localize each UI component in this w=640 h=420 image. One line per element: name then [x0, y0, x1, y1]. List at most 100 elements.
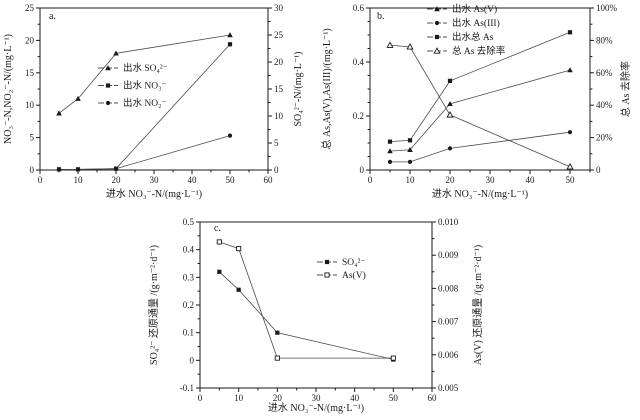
legend-label: 出水 NO₂⁻: [123, 97, 166, 109]
series-b-2: [387, 30, 573, 144]
svg-text:0: 0: [30, 165, 35, 175]
y-right-axis-title: SO₄²⁻-N/(mg·L⁻¹): [293, 51, 304, 126]
svg-text:0.4: 0.4: [353, 57, 365, 67]
panel-b-chart: 0 10 20 30 40 50 进水 NO₃⁻-N/(mg·L⁻¹) 0 0.2 0.4 0.6 总…: [320, 3, 632, 200]
svg-text:0: 0: [190, 355, 195, 365]
series-a-0: [56, 32, 233, 116]
svg-text:5: 5: [30, 133, 35, 143]
svg-text:20: 20: [274, 57, 284, 67]
svg-text:0.008: 0.008: [438, 283, 459, 293]
svg-text:50: 50: [226, 175, 236, 185]
y-left-axis-title: 总 As,As(V),As(III)/(mg·L⁻¹): [320, 28, 333, 149]
svg-text:0.1: 0.1: [183, 328, 194, 338]
svg-text:15: 15: [25, 68, 35, 78]
y-right-axis-title: As(V) 还原通量 /(g·m⁻²·d⁻¹): [472, 245, 484, 365]
svg-text:0.006: 0.006: [438, 350, 459, 360]
svg-text:20: 20: [446, 175, 456, 185]
svg-text:0: 0: [198, 393, 203, 403]
svg-text:40: 40: [526, 175, 536, 185]
y-left-axis: 0 5 10 15 20 25 NO₃⁻-N,NO₂⁻-N/(mg·L⁻¹): [3, 3, 40, 175]
svg-text:40: 40: [188, 175, 198, 185]
svg-text:20%: 20%: [596, 133, 613, 143]
y-right-axis: 0 20% 40% 60% 80% 100% 总 As 去除率: [590, 3, 632, 175]
svg-text:0.6: 0.6: [353, 3, 365, 13]
svg-text:20: 20: [273, 393, 283, 403]
x-axis-title: 进水 NO₃⁻-N/(mg·L⁻¹): [268, 402, 364, 414]
legend: 出水 SO₄²⁻ 出水 NO₃⁻ 出水 NO₂⁻: [98, 62, 168, 109]
svg-text:5: 5: [274, 138, 279, 148]
y-right-axis: 0 5 10 15 20 25 30 SO₄²⁻-N/(mg·L⁻¹): [268, 3, 304, 175]
panel-label: b.: [377, 11, 385, 22]
x-axis: 0 10 20 30 40 50 进水 NO₃⁻-N/(mg·L⁻¹): [368, 170, 591, 200]
svg-text:50: 50: [389, 393, 399, 403]
x-axis: 0 10 20 30 40 50 60 进水 NO₃⁻-N/(mg·L⁻¹): [198, 388, 437, 414]
x-axis-title: 进水 NO₃⁻-N/(mg·L⁻¹): [432, 188, 528, 200]
legend-label: 出水 SO₄²⁻: [123, 62, 168, 74]
y-left-axis-title: SO₄²⁻ 还原通量 /(g·m⁻²·d⁻¹): [148, 245, 160, 365]
svg-text:10: 10: [74, 175, 84, 185]
svg-text:10: 10: [274, 111, 284, 121]
legend-label: 出水总 As: [452, 31, 494, 43]
panel-label: a.: [49, 11, 56, 22]
svg-text:0.5: 0.5: [183, 217, 195, 227]
svg-text:100%: 100%: [596, 3, 618, 13]
x-axis: 0 10 20 30 40 50 60 进水 NO₃⁻-N/(mg·L⁻¹): [38, 170, 273, 200]
legend-label: 总 As 去除率: [452, 45, 506, 57]
panel-c-chart: 0 10 20 30 40 50 60 进水 NO₃⁻-N/(mg·L⁻¹) -0.1 0 0.1 0…: [148, 217, 484, 414]
series-a-2: [56, 133, 233, 172]
y-right-axis: 0.005 0.006 0.007 0.008 0.009 0.010 As(V) 还原通量…: [432, 217, 484, 393]
svg-text:20: 20: [112, 175, 122, 185]
legend: SO₄²⁻ As(V): [317, 258, 366, 281]
y-left-axis-title: NO₃⁻-N,NO₂⁻-N/(mg·L⁻¹): [3, 34, 14, 144]
svg-text:0: 0: [38, 175, 43, 185]
legend-label: 出水 As(III): [452, 17, 500, 29]
svg-text:0.007: 0.007: [438, 317, 459, 327]
svg-text:20: 20: [25, 35, 35, 45]
svg-text:10: 10: [25, 100, 35, 110]
svg-text:80%: 80%: [596, 35, 613, 45]
series-b-1: [387, 130, 573, 164]
svg-text:0: 0: [360, 165, 365, 175]
svg-text:0.009: 0.009: [438, 250, 459, 260]
svg-text:0.010: 0.010: [438, 217, 459, 227]
legend-label: 出水 As(V): [452, 3, 497, 15]
legend: 出水 As(V) 出水 As(III) 出水总 As 总 As 去除率: [427, 3, 506, 57]
svg-text:50: 50: [566, 175, 576, 185]
svg-text:30: 30: [150, 175, 160, 185]
svg-text:10: 10: [406, 175, 416, 185]
svg-text:60: 60: [428, 393, 438, 403]
legend-label: SO₄²⁻: [342, 258, 365, 268]
svg-text:10: 10: [234, 393, 244, 403]
y-left-axis: -0.1 0 0.1 0.2 0.3 0.4 0.5 SO₄²⁻ 还原通量 /(g·m⁻²·d…: [148, 217, 200, 393]
svg-text:30: 30: [486, 175, 496, 185]
panel-label: c.: [214, 223, 221, 234]
svg-text:0: 0: [274, 165, 279, 175]
svg-text:0.4: 0.4: [183, 245, 195, 255]
svg-text:30: 30: [274, 3, 284, 13]
svg-text:0.3: 0.3: [183, 272, 195, 282]
series-c-1: [216, 239, 396, 361]
svg-text:60%: 60%: [596, 68, 613, 78]
series-b-3: [386, 41, 574, 170]
svg-text:0.2: 0.2: [353, 111, 364, 121]
x-axis-title: 进水 NO₃⁻-N/(mg·L⁻¹): [106, 188, 202, 200]
svg-text:0.005: 0.005: [438, 383, 459, 393]
y-right-axis-title: 总 As 去除率: [619, 61, 632, 117]
svg-text:25: 25: [274, 30, 284, 40]
svg-text:0: 0: [368, 175, 373, 185]
svg-text:0.2: 0.2: [183, 300, 194, 310]
y-left-axis: 0 0.2 0.4 0.6 总 As,As(V),As(III)/(mg·L⁻¹): [320, 3, 370, 175]
svg-text:30: 30: [312, 393, 322, 403]
svg-text:0: 0: [596, 165, 601, 175]
svg-text:15: 15: [274, 84, 284, 94]
svg-text:-0.1: -0.1: [180, 383, 194, 393]
svg-text:40: 40: [350, 393, 360, 403]
series-b-0: [387, 67, 573, 154]
svg-text:60: 60: [264, 175, 274, 185]
legend-label: As(V): [342, 270, 366, 281]
series-c-0: [217, 269, 396, 362]
svg-text:25: 25: [25, 3, 35, 13]
svg-text:40%: 40%: [596, 100, 613, 110]
